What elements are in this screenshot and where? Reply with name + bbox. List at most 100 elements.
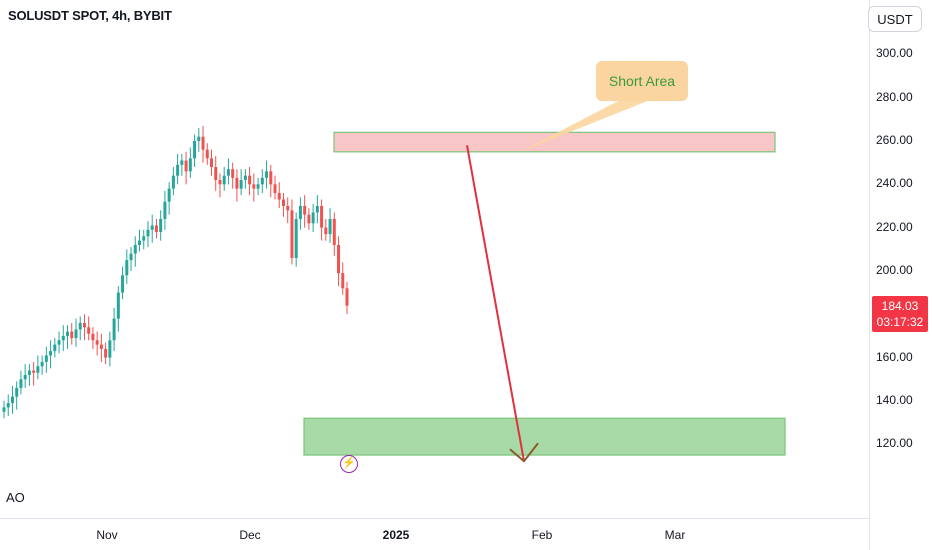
candle-body [74,329,78,339]
candle-body [112,318,116,341]
lightning-bolt-icon[interactable]: ⚡ [340,455,358,473]
price-tick-label: 200.00 [876,262,913,277]
candle-body [108,340,112,358]
candle-body [277,192,281,200]
candle-body [116,292,120,319]
candle-body [19,379,23,388]
candle-body [337,244,341,274]
price-tick-label: 240.00 [876,176,913,191]
indicator-label[interactable]: AO [6,490,25,505]
candle-body [15,387,19,397]
callout-pointer [520,100,650,152]
candle-body [57,340,61,345]
candle-body [146,229,150,237]
candle-body [231,169,235,178]
candle-body [91,333,95,341]
candle-body [142,236,146,241]
candle-body [138,240,142,245]
candle-body [180,160,184,165]
candle-body [214,166,218,180]
candle-body [303,205,307,215]
price-tick-label: 220.00 [876,219,913,234]
candle-body [294,218,298,258]
price-tick-label: 120.00 [876,436,913,451]
price-tick-label: 140.00 [876,392,913,407]
candle-body [61,335,65,341]
chart-plot[interactable] [0,0,869,518]
candle-body [265,171,269,178]
candle-body [154,225,158,232]
candle-body [307,214,311,224]
projection-arrow-line [466,145,525,462]
candle-body [226,169,230,176]
candle-body [243,175,247,180]
candle-body [281,199,285,206]
candle-body [269,171,273,185]
candle-body [104,348,108,358]
projection-arrow-head [509,442,539,463]
candle-body [197,136,201,141]
candle-body [341,273,345,289]
symbol-title[interactable]: SOLUSDT SPOT, 4h, BYBIT [8,8,172,23]
candle-body [82,322,86,328]
candle-body [66,331,70,336]
candle-body [252,184,256,189]
candle-body [256,184,260,189]
candle-body [121,275,125,293]
time-axis-border [0,518,869,519]
target-zone-rect [303,417,786,456]
candle-body [2,407,6,412]
candle-body [159,218,163,232]
price-tick-label: 300.00 [876,46,913,61]
candle-body [70,331,74,339]
candle-body [49,351,53,356]
candle-body [320,205,324,228]
candle-body [286,205,290,211]
candle-body [290,210,294,258]
candle-body [87,327,91,334]
candle-body [298,205,302,219]
currency-button[interactable]: USDT [868,6,922,32]
candle-body [125,260,129,276]
price-tick-label: 160.00 [876,349,913,364]
candle-body [133,244,137,254]
short-area-callout[interactable]: Short Area [596,61,688,101]
candle-body [184,160,188,172]
candle-body [311,212,315,224]
candle-body [6,403,10,408]
candle-body [36,366,40,373]
candle-body [150,225,154,230]
bar-countdown: 03:17:32 [876,315,924,329]
candle-body [44,355,48,362]
candle-body [324,227,328,235]
candle-body [53,344,57,352]
candle-body [188,158,192,172]
candle-body [209,158,213,167]
candle-body [27,370,31,375]
price-tick-label: 260.00 [876,133,913,147]
candle-body [218,179,222,185]
candle-body [248,175,252,185]
candle-body [129,253,133,261]
candle-body [201,136,205,150]
time-tick-label: Nov [96,528,118,542]
price-tick-label: 280.00 [876,89,913,104]
candle-body [205,149,209,159]
last-price-value: 184.03 [881,299,919,313]
candle-body [332,218,336,245]
candle-body [95,340,99,345]
candle-body [328,218,332,235]
candle-body [260,177,264,185]
candle-body [222,175,226,185]
candle-body [273,184,277,193]
time-tick-label: Dec [239,528,261,542]
time-tick-label: Mar [664,528,686,542]
candle-body [40,361,44,367]
time-tick-label: Feb [531,528,553,542]
candle-body [23,374,27,380]
candle-body [345,288,349,306]
candle-body [99,344,103,349]
candle-body [176,164,180,176]
candle-body [78,322,82,330]
candle-body [193,141,197,159]
